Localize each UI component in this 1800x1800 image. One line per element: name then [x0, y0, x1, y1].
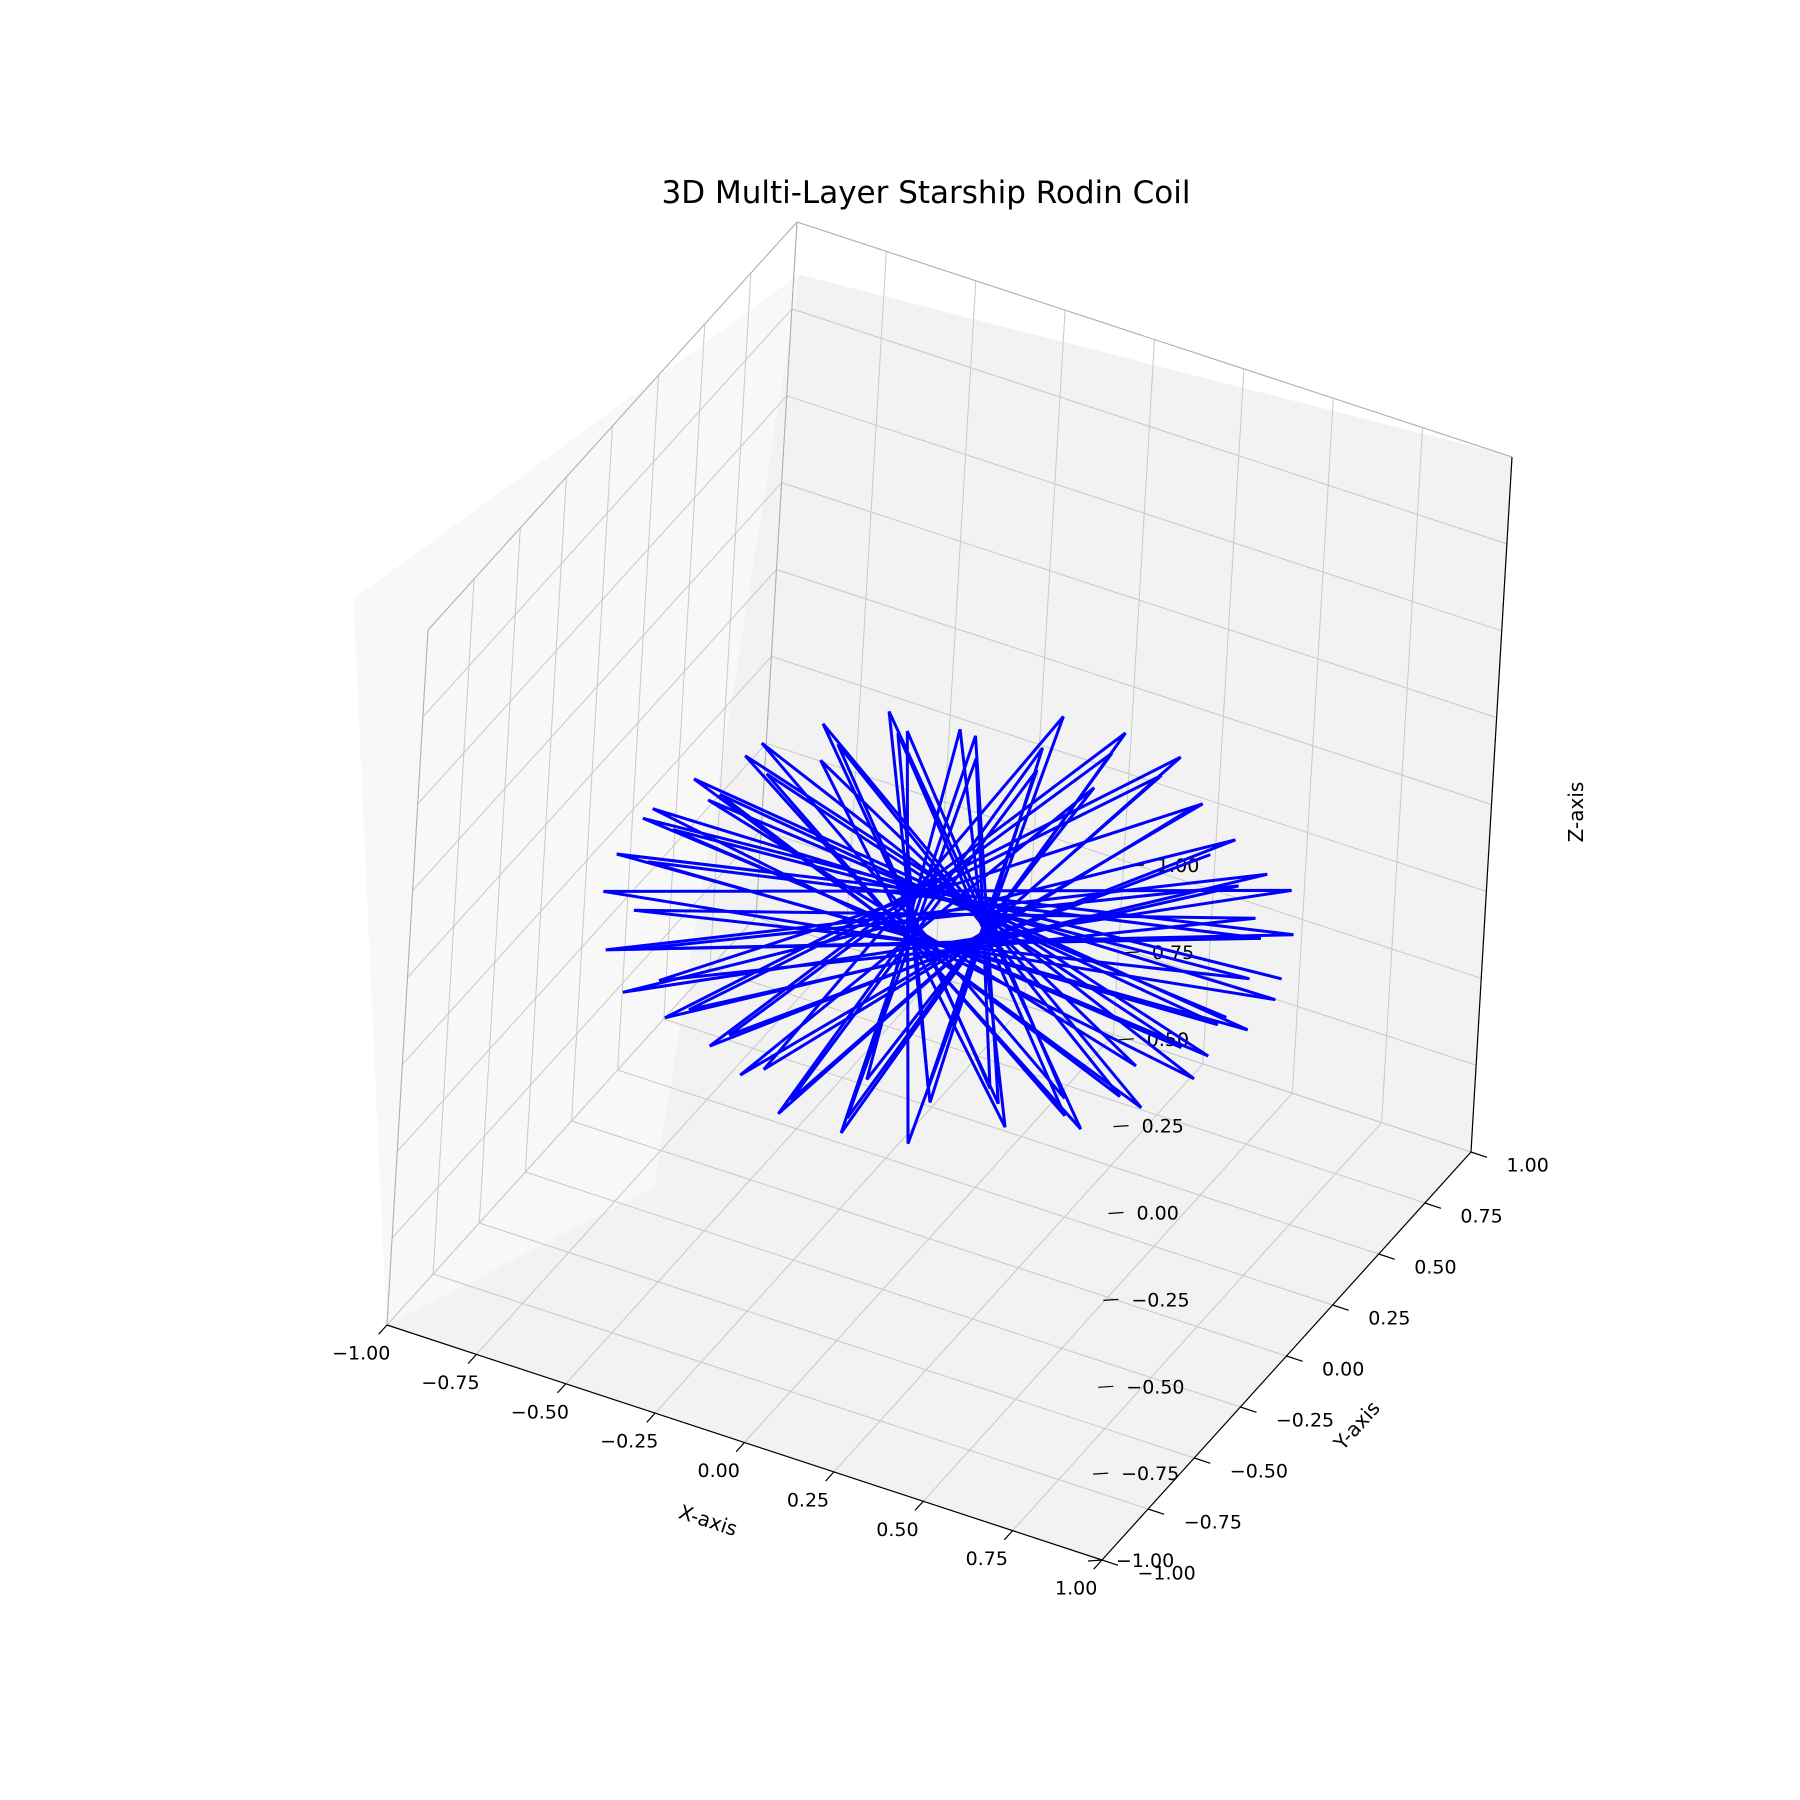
- x-tick-label: 0.00: [698, 1460, 740, 1482]
- x-axis-ticks: −1.00 −0.75 −0.50 −0.25 0.00 0.25 0.50 0.75 1.00: [332, 1324, 1103, 1600]
- x-tick-mark: [1003, 1530, 1014, 1541]
- y-tick-mark: [1101, 1559, 1119, 1566]
- coil-layer-line: [603, 710, 1294, 1145]
- x-tick-mark: [825, 1471, 835, 1482]
- y-tick-label: 0.75: [1460, 1205, 1502, 1227]
- pane-edge: [755, 221, 798, 918]
- x-tick-mark: [914, 1500, 924, 1511]
- z-tick-mark: [1087, 1559, 1104, 1562]
- grid-line: [755, 916, 1472, 1153]
- coil-layer-line: [633, 728, 1262, 1128]
- y-tick-mark: [1470, 1151, 1488, 1158]
- grid-line: [1012, 1122, 1382, 1531]
- y-tick-mark: [1424, 1202, 1442, 1209]
- z-tick-mark: [1093, 1472, 1109, 1475]
- y-tick-label: 0.50: [1414, 1256, 1456, 1278]
- y-tick-label: −1.00: [1138, 1562, 1196, 1584]
- grid-line: [407, 569, 777, 978]
- x-tick-mark: [556, 1383, 567, 1394]
- grid-line: [1202, 368, 1245, 1064]
- z-tick-label: −0.75: [1121, 1463, 1179, 1485]
- grid-line: [781, 482, 1497, 719]
- z-tick-mark: [1113, 1125, 1129, 1128]
- grid-line: [417, 395, 788, 805]
- y-tick-mark: [1147, 1508, 1165, 1515]
- grid-line: [776, 569, 1492, 805]
- z-axis-title: Z-axis: [1564, 782, 1588, 843]
- z-tick-mark: [1098, 1385, 1114, 1388]
- grid-line: [617, 374, 660, 1071]
- x-tick-label: −1.00: [332, 1343, 390, 1365]
- chart-title: 3D Multi-Layer Starship Rodin Coil: [662, 175, 1191, 211]
- y-tick-mark: [1378, 1253, 1395, 1260]
- x-tick-mark: [735, 1442, 745, 1453]
- z-tick-label: −0.25: [1131, 1289, 1189, 1311]
- grid-line: [571, 1120, 1287, 1357]
- x-tick-label: −0.25: [600, 1431, 658, 1453]
- grid-line: [786, 395, 1502, 632]
- x-tick-mark: [646, 1412, 656, 1423]
- pane-edge: [796, 221, 1513, 458]
- y-tick-label: −0.25: [1276, 1409, 1334, 1431]
- grid-line: [1381, 427, 1424, 1123]
- y-tick-label: −0.50: [1230, 1460, 1288, 1482]
- x-tick-mark: [467, 1353, 477, 1365]
- z-tick-mark: [1108, 1211, 1124, 1215]
- pane-edge: [386, 629, 429, 1326]
- coil-series: [603, 710, 1294, 1145]
- x-tick-label: 0.75: [966, 1548, 1008, 1570]
- pane-edges: [386, 221, 1513, 1326]
- z-tick-mark: [1118, 1038, 1134, 1041]
- y-tick-mark: [1286, 1355, 1303, 1362]
- grid-line: [709, 272, 752, 969]
- z-tick-label: −1.00: [1116, 1550, 1174, 1572]
- grid-line: [922, 1092, 1293, 1502]
- grid-line: [833, 1063, 1204, 1473]
- y-tick-mark: [1332, 1304, 1349, 1311]
- y-tick-mark: [1194, 1457, 1211, 1464]
- pane-yz-back: [353, 273, 800, 1326]
- grid-line: [422, 308, 793, 718]
- y-tick-label: 0.25: [1368, 1307, 1410, 1329]
- y-axis-title: Y-axis: [1328, 1396, 1385, 1455]
- x-tick-label: 0.50: [876, 1519, 918, 1541]
- y-axis-ticks: −1.00 −0.75 −0.50 −0.25 0.00 0.25 0.50 0.75 1.00: [1101, 1151, 1549, 1584]
- pane-yz: [353, 273, 800, 1326]
- y-tick-label: 1.00: [1507, 1154, 1549, 1176]
- z-tick-label: −0.50: [1126, 1376, 1184, 1398]
- x-tick-label: 0.25: [787, 1489, 829, 1511]
- x-axis-title: X-axis: [676, 1500, 740, 1541]
- grid-line: [412, 482, 782, 891]
- x-tick-label: −0.50: [511, 1401, 569, 1423]
- pane-edge: [427, 221, 798, 631]
- z-tick-mark: [1103, 1298, 1119, 1301]
- z-axis-line: [1470, 456, 1513, 1153]
- x-tick-mark: [378, 1324, 388, 1335]
- grid-line: [1291, 398, 1334, 1094]
- y-tick-mark: [1240, 1406, 1257, 1413]
- z-tick-label: 0.25: [1142, 1116, 1184, 1138]
- grid-line: [709, 967, 1426, 1204]
- x-tick-label: 1.00: [1055, 1578, 1097, 1600]
- x-tick-mark: [1093, 1559, 1103, 1570]
- x-tick-label: −0.75: [421, 1372, 479, 1394]
- y-tick-label: 0.00: [1322, 1358, 1364, 1380]
- z-tick-label: 0.00: [1137, 1203, 1179, 1225]
- y-tick-label: −0.75: [1184, 1511, 1242, 1533]
- grid-line: [791, 308, 1508, 545]
- grid-line: [617, 1069, 1333, 1306]
